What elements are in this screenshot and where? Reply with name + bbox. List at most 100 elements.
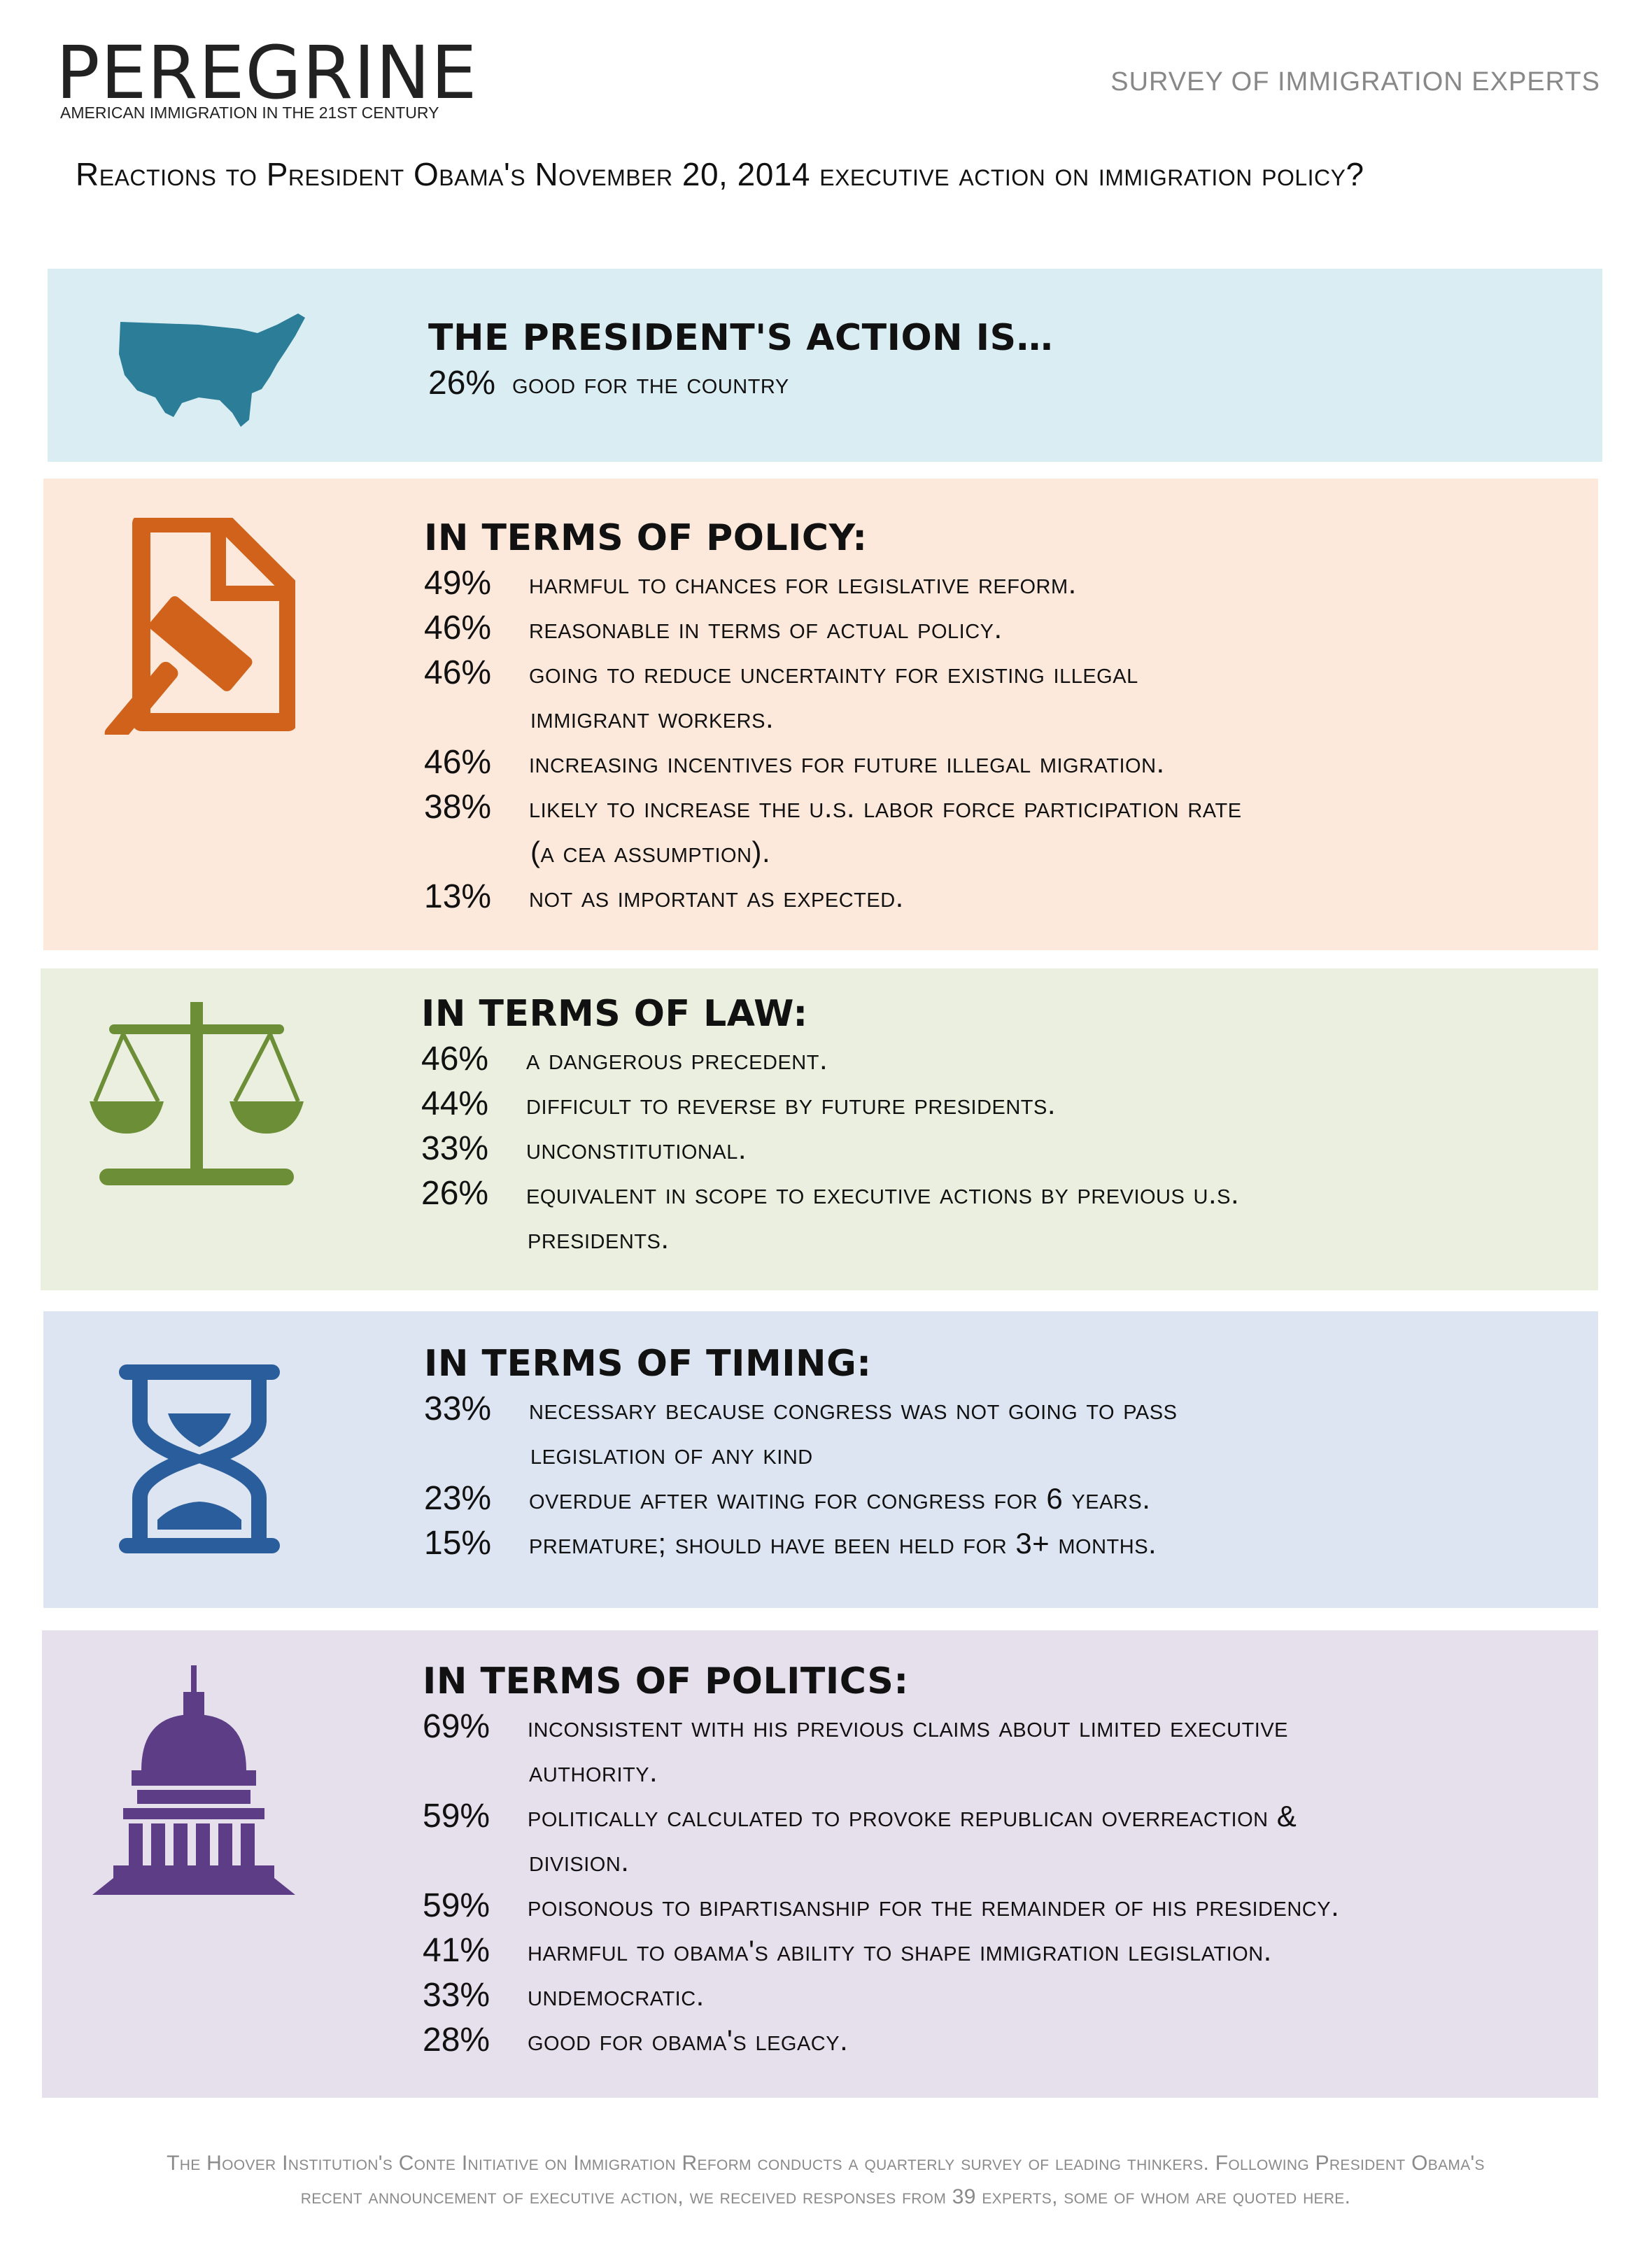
stat-percent: 46%: [421, 1040, 489, 1078]
stat-row-continued: division.: [423, 1839, 1339, 1884]
section-heading: IN TERMS OF TIMING:: [424, 1343, 872, 1385]
stat-text: overdue after waiting for Congress for 6…: [529, 1482, 1151, 1515]
section-law-content: IN TERMS OF LAW: 46% a dangerous preceden…: [421, 991, 1239, 1261]
stat-text: a dangerous precedent.: [526, 1043, 828, 1075]
stat-row: 26% equivalent in scope to executive acti…: [421, 1171, 1239, 1216]
stat-row: 49% harmful to chances for legislative re…: [424, 561, 1242, 606]
stat-row: 15% premature; should have been held for …: [424, 1521, 1177, 1566]
stat-row: 28% good for Obama's legacy.: [423, 2018, 1339, 2063]
stat-percent: 28%: [423, 2021, 490, 2059]
section-heading: IN TERMS OF POLITICS:: [423, 1660, 909, 1702]
stat-text-continued: presidents.: [528, 1222, 670, 1255]
stat-percent: 33%: [423, 1977, 490, 2014]
stat-text: harmful to chances for legislative refor…: [529, 567, 1077, 600]
stat-text: necessary because Congress was not going…: [529, 1392, 1178, 1425]
section-timing-content: IN TERMS OF TIMING: 33% necessary because…: [424, 1341, 1177, 1566]
stat-percent: 49%: [424, 565, 492, 602]
stat-row: 23% overdue after waiting for Congress fo…: [424, 1476, 1177, 1521]
capitol-icon: [92, 1665, 295, 1895]
section-heading: IN TERMS OF LAW:: [421, 993, 808, 1035]
stat-text: harmful to Obama's ability to shape immi…: [528, 1934, 1272, 1967]
section-heading: THE PRESIDENT'S ACTION IS…: [428, 317, 1054, 359]
section-action: THE PRESIDENT'S ACTION IS… 26% good for …: [48, 269, 1602, 462]
stat-row: 59% politically calculated to provoke Rep…: [423, 1794, 1339, 1839]
stat-text: difficult to reverse by future president…: [526, 1087, 1057, 1120]
logo-wordmark: PEREGRINE: [56, 30, 478, 115]
stat-text: undemocratic.: [528, 1979, 705, 2012]
survey-label: SURVEY OF IMMIGRATION EXPERTS: [1110, 67, 1600, 97]
stat-percent: 38%: [424, 789, 492, 826]
stat-row: 69% inconsistent with his previous claims…: [423, 1705, 1339, 1749]
stat-percent: 33%: [424, 1390, 492, 1427]
stat-text: premature; should have been held for 3+ …: [529, 1527, 1157, 1560]
stat-percent: 46%: [424, 609, 492, 647]
usa-map-icon: [119, 313, 305, 427]
stat-row: 26% good for the country: [428, 361, 1053, 406]
stat-row-continued: authority.: [423, 1749, 1339, 1794]
stat-percent: 26%: [421, 1175, 489, 1212]
stat-percent: 33%: [421, 1130, 489, 1167]
stat-percent: 26%: [428, 365, 496, 402]
stat-percent: 41%: [423, 1932, 490, 1969]
page-question: Reactions to President Obama's November …: [76, 156, 1364, 192]
stat-row-continued: immigrant workers.: [424, 696, 1242, 740]
stat-text: good for Obama's legacy.: [528, 2024, 849, 2056]
stat-text-continued: authority.: [529, 1755, 658, 1788]
stat-row: 38% likely to increase the U.S. labor for…: [424, 785, 1242, 830]
stat-percent: 15%: [424, 1525, 492, 1562]
stat-percent: 59%: [423, 1798, 490, 1835]
stat-text-continued: division.: [529, 1844, 630, 1877]
stat-row-continued: presidents.: [421, 1216, 1239, 1261]
footer-note: The Hoover Institution's Conte Initiativ…: [56, 2147, 1595, 2214]
stat-row: 46% increasing incentives for future ille…: [424, 740, 1242, 785]
stat-text: not as important as expected.: [529, 880, 904, 913]
stat-row-continued: legislation of any kind: [424, 1432, 1177, 1476]
stat-row-continued: (a CEA assumption).: [424, 830, 1242, 875]
stat-text: equivalent in scope to executive actions…: [526, 1177, 1240, 1210]
gavel-document-icon: [104, 518, 295, 735]
section-heading: IN TERMS OF POLICY:: [424, 517, 868, 559]
stat-text: inconsistent with his previous claims ab…: [528, 1710, 1289, 1743]
hourglass-icon: [119, 1364, 280, 1553]
stat-row: 41% harmful to Obama's ability to shape i…: [423, 1928, 1339, 1973]
stat-row: 33% necessary because Congress was not go…: [424, 1387, 1177, 1432]
stat-text-continued: immigrant workers.: [530, 701, 775, 734]
footer-line-2: recent announcement of executive action,…: [300, 2185, 1351, 2208]
stat-text: poisonous to bipartisanship for the rema…: [528, 1889, 1340, 1922]
stat-text-continued: (a CEA assumption).: [530, 835, 771, 868]
stat-text: going to reduce uncertainty for existing…: [529, 656, 1138, 689]
stat-percent: 46%: [424, 654, 492, 691]
stat-percent: 69%: [423, 1708, 490, 1745]
stat-text: good for the country: [512, 367, 789, 400]
section-politics: IN TERMS OF POLITICS: 69% inconsistent wi…: [42, 1630, 1598, 2098]
section-policy-content: IN TERMS OF POLICY: 49% harmful to chance…: [424, 515, 1242, 919]
stat-text: politically calculated to provoke Republ…: [528, 1800, 1297, 1833]
stat-row: 44% difficult to reverse by future presid…: [421, 1082, 1239, 1127]
section-law: IN TERMS OF LAW: 46% a dangerous preceden…: [41, 968, 1598, 1290]
stat-percent: 23%: [424, 1480, 492, 1517]
stat-row: 33% undemocratic.: [423, 1973, 1339, 2018]
section-action-content: THE PRESIDENT'S ACTION IS… 26% good for …: [428, 315, 1053, 406]
section-policy: IN TERMS OF POLICY: 49% harmful to chance…: [43, 479, 1598, 950]
stat-text: likely to increase the U.S. labor force …: [529, 791, 1242, 824]
section-politics-content: IN TERMS OF POLITICS: 69% inconsistent wi…: [423, 1658, 1339, 2063]
scales-icon: [90, 1002, 304, 1185]
stat-percent: 46%: [424, 744, 492, 781]
stat-row: 33% unconstitutional.: [421, 1127, 1239, 1171]
stat-row: 46% going to reduce uncertainty for exist…: [424, 651, 1242, 696]
section-timing: IN TERMS OF TIMING: 33% necessary because…: [43, 1311, 1598, 1608]
stat-text: reasonable in terms of actual policy.: [529, 612, 1003, 644]
stat-text: unconstitutional.: [526, 1132, 747, 1165]
stat-row: 13% not as important as expected.: [424, 875, 1242, 919]
stat-percent: 13%: [424, 878, 492, 915]
peregrine-logo: PEREGRINE AMERICAN IMMIGRATION IN THE 21…: [56, 31, 476, 129]
stat-row: 59% poisonous to bipartisanship for the r…: [423, 1884, 1339, 1928]
stat-row: 46% a dangerous precedent.: [421, 1037, 1239, 1082]
stat-text-continued: legislation of any kind: [530, 1437, 813, 1470]
stat-percent: 59%: [423, 1887, 490, 1924]
logo-tagline: AMERICAN IMMIGRATION IN THE 21ST CENTURY: [60, 104, 439, 122]
stat-text: increasing incentives for future illegal…: [529, 746, 1165, 779]
stat-row: 46% reasonable in terms of actual policy.: [424, 606, 1242, 651]
footer-line-1: The Hoover Institution's Conte Initiativ…: [167, 2152, 1485, 2175]
stat-percent: 44%: [421, 1085, 489, 1122]
